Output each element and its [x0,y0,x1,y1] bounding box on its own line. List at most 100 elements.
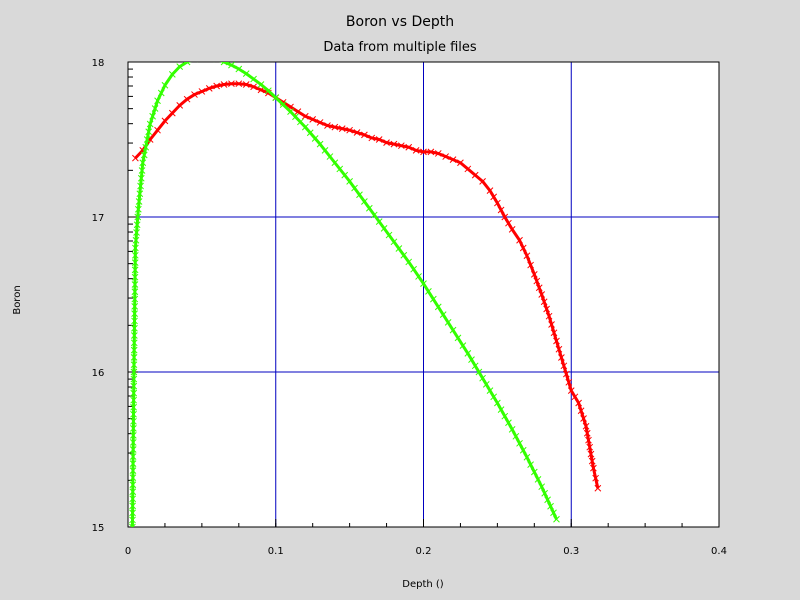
series-2-point [541,489,549,497]
series-1-point [501,213,509,221]
series-2-point [131,251,139,259]
series-2-point [130,410,137,418]
series-1-point [161,117,169,125]
series-2-point [130,417,137,425]
series-2-point [429,295,437,303]
series-1-point [555,345,563,353]
y-axis-label: Boron [12,285,23,314]
series-1-point [519,244,527,252]
series-1-point [353,129,361,136]
series-2-point [129,446,137,453]
series-2-point [272,94,280,102]
series-2-point [176,63,184,71]
series-2-point [311,135,319,142]
series-1-point [213,82,221,90]
x-tick-label: 0.2 [416,546,432,557]
series-2-point [183,62,191,66]
series-1-point [383,139,390,146]
series-2-point [279,101,287,108]
series-2-point [129,495,137,503]
series-2-point [459,342,467,350]
series-2-point [316,140,324,148]
series-2-point [471,362,479,370]
series-2-point [140,151,148,159]
series-1-point [505,219,512,227]
series-2-point [129,516,136,524]
series-2-point [516,439,523,447]
series-2-point [145,128,153,136]
series-1-point [368,134,376,142]
series-1-point [331,123,339,131]
y-tick-label: 17 [92,213,105,224]
series-1-point [205,84,213,92]
series-1-point [592,474,599,482]
series-2-point [132,244,139,252]
series-2-point [257,81,265,88]
series-1-point [567,387,575,394]
series-2-point [242,70,250,77]
series-2-point [468,356,475,363]
series-2-point [415,273,422,280]
series-2-point [136,190,144,198]
series-2-point [410,265,418,273]
series-2-point [228,62,235,69]
series-1-point [565,378,573,386]
series-2-point [265,87,272,95]
series-2-point [292,113,299,121]
series-2-point [129,460,137,467]
series-1-point [530,270,538,278]
series-2-point [129,467,137,474]
series-2-point [161,81,169,89]
series-2-point [356,191,363,199]
series-1-point [338,125,346,133]
series-2-point [137,174,145,182]
series-2-point [505,419,512,427]
series-1-point [464,165,472,173]
series-2-point [220,62,228,66]
series-1-point [583,429,591,437]
series-1-point [494,199,501,207]
series-2-point [146,120,154,128]
series-2-point [131,302,139,310]
series-2-point [139,159,147,167]
series-2-point [131,295,139,303]
series-2-point [336,165,344,173]
series-2-point [454,334,462,342]
grid [128,62,719,527]
series-1-point [168,109,176,117]
series-2-point [547,502,554,510]
series-1-point [588,457,596,465]
series-2-point [154,97,161,105]
series-2-point [497,406,505,413]
series-2-point [130,389,138,397]
series-2-point [501,412,509,420]
series-2-point [130,403,137,411]
series-2-point [523,453,531,461]
series-1-point [479,177,486,185]
series-2-point [287,108,294,115]
series-2-point [464,350,472,357]
series-2-point [191,62,198,63]
series-2-point [129,474,137,482]
series-2-point [475,368,483,376]
series-2-point [168,71,176,78]
series-2-point [250,75,257,83]
series-1-point [558,354,565,361]
series-2-point [206,54,212,60]
series-1-point [571,393,579,401]
series-2-point [131,281,139,288]
series-2-point [130,425,137,432]
series-1-point [228,80,235,88]
series-1-point [420,148,427,156]
series-1-point [390,140,398,148]
series-1-point [497,206,505,214]
series-1-point [508,226,516,233]
series-2-point [395,245,403,252]
x-tick-labels: 0 0.1 0.2 0.3 0.4 [125,546,727,557]
series-1-point [575,399,582,407]
series-1-point [442,153,450,160]
series-1-point [486,187,494,195]
series-2-point [297,118,304,126]
series-2-point [508,425,516,433]
series-2-point [130,375,138,383]
